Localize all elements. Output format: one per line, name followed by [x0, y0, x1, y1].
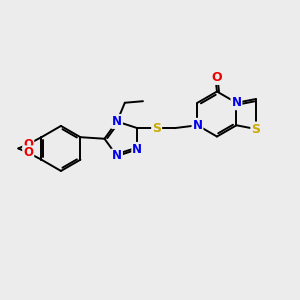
Text: N: N — [132, 143, 142, 156]
Text: N: N — [112, 115, 122, 128]
Text: O: O — [23, 138, 33, 151]
Text: S: S — [152, 122, 161, 135]
Text: O: O — [23, 146, 33, 159]
Text: N: N — [193, 119, 202, 132]
Text: O: O — [211, 71, 222, 84]
Text: N: N — [231, 96, 242, 109]
Text: N: N — [112, 149, 122, 163]
Text: S: S — [251, 122, 260, 136]
